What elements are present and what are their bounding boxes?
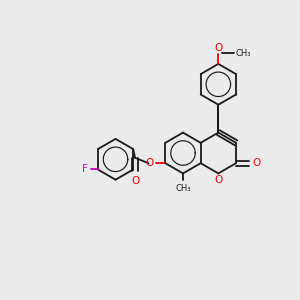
Text: O: O [214,43,223,53]
Text: O: O [214,175,223,185]
Text: CH₃: CH₃ [175,184,191,193]
Text: CH₃: CH₃ [236,49,251,58]
Text: O: O [145,158,153,168]
Text: F: F [82,164,88,175]
Text: O: O [253,158,261,168]
Text: O: O [131,176,139,185]
